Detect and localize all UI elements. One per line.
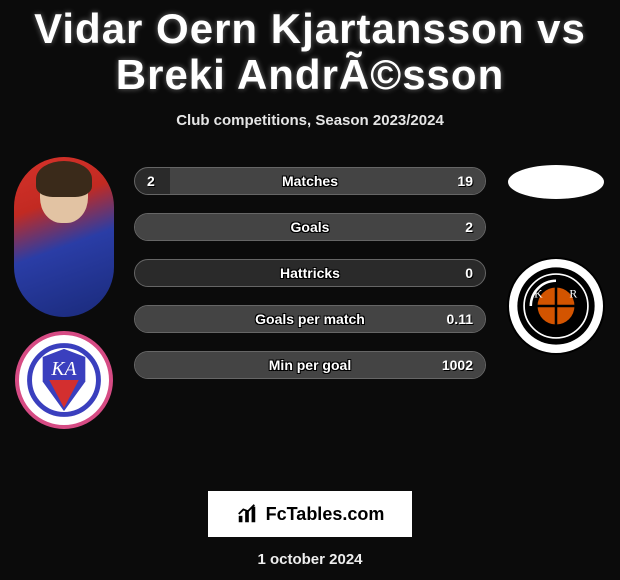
brand-badge: FcTables.com — [208, 491, 413, 537]
svg-text:K: K — [534, 288, 543, 301]
stat-bars: 219Matches 2Goals 0Hattricks 0.11Goals per … — [134, 157, 486, 379]
stat-bar: 0Hattricks — [134, 259, 486, 287]
player1-photo — [14, 157, 114, 317]
player2-column: K R — [496, 157, 616, 355]
page-title: Vidar Oern Kjartansson vs Breki AndrÃ©ss… — [0, 0, 620, 102]
stat-label: Min per goal — [135, 357, 485, 373]
stat-label: Goals — [135, 219, 485, 235]
stat-bar: 2Goals — [134, 213, 486, 241]
player1-column: KA — [4, 157, 124, 429]
kr-badge-icon: K R — [514, 264, 598, 348]
date-text: 1 october 2024 — [257, 551, 362, 568]
stat-label: Hattricks — [135, 265, 485, 281]
ka-badge-icon: KA — [23, 339, 105, 421]
brand-text: FcTables.com — [266, 504, 385, 525]
stat-bar: 1002Min per goal — [134, 351, 486, 379]
page-subtitle: Club competitions, Season 2023/2024 — [0, 112, 620, 129]
player2-club-badge: K R — [507, 257, 605, 355]
player1-club-badge: KA — [15, 331, 113, 429]
stat-label: Matches — [135, 173, 485, 189]
player2-photo-placeholder — [508, 165, 604, 199]
stat-bar: 0.11Goals per match — [134, 305, 486, 333]
footer: FcTables.com 1 october 2024 — [0, 491, 620, 580]
chart-icon — [236, 503, 258, 525]
stat-label: Goals per match — [135, 311, 485, 327]
stat-bar: 219Matches — [134, 167, 486, 195]
svg-text:R: R — [569, 288, 577, 301]
comparison-area: KA 219Matches 2Goals 0Hattricks 0.11Goals p… — [0, 157, 620, 429]
svg-text:KA: KA — [50, 358, 77, 380]
